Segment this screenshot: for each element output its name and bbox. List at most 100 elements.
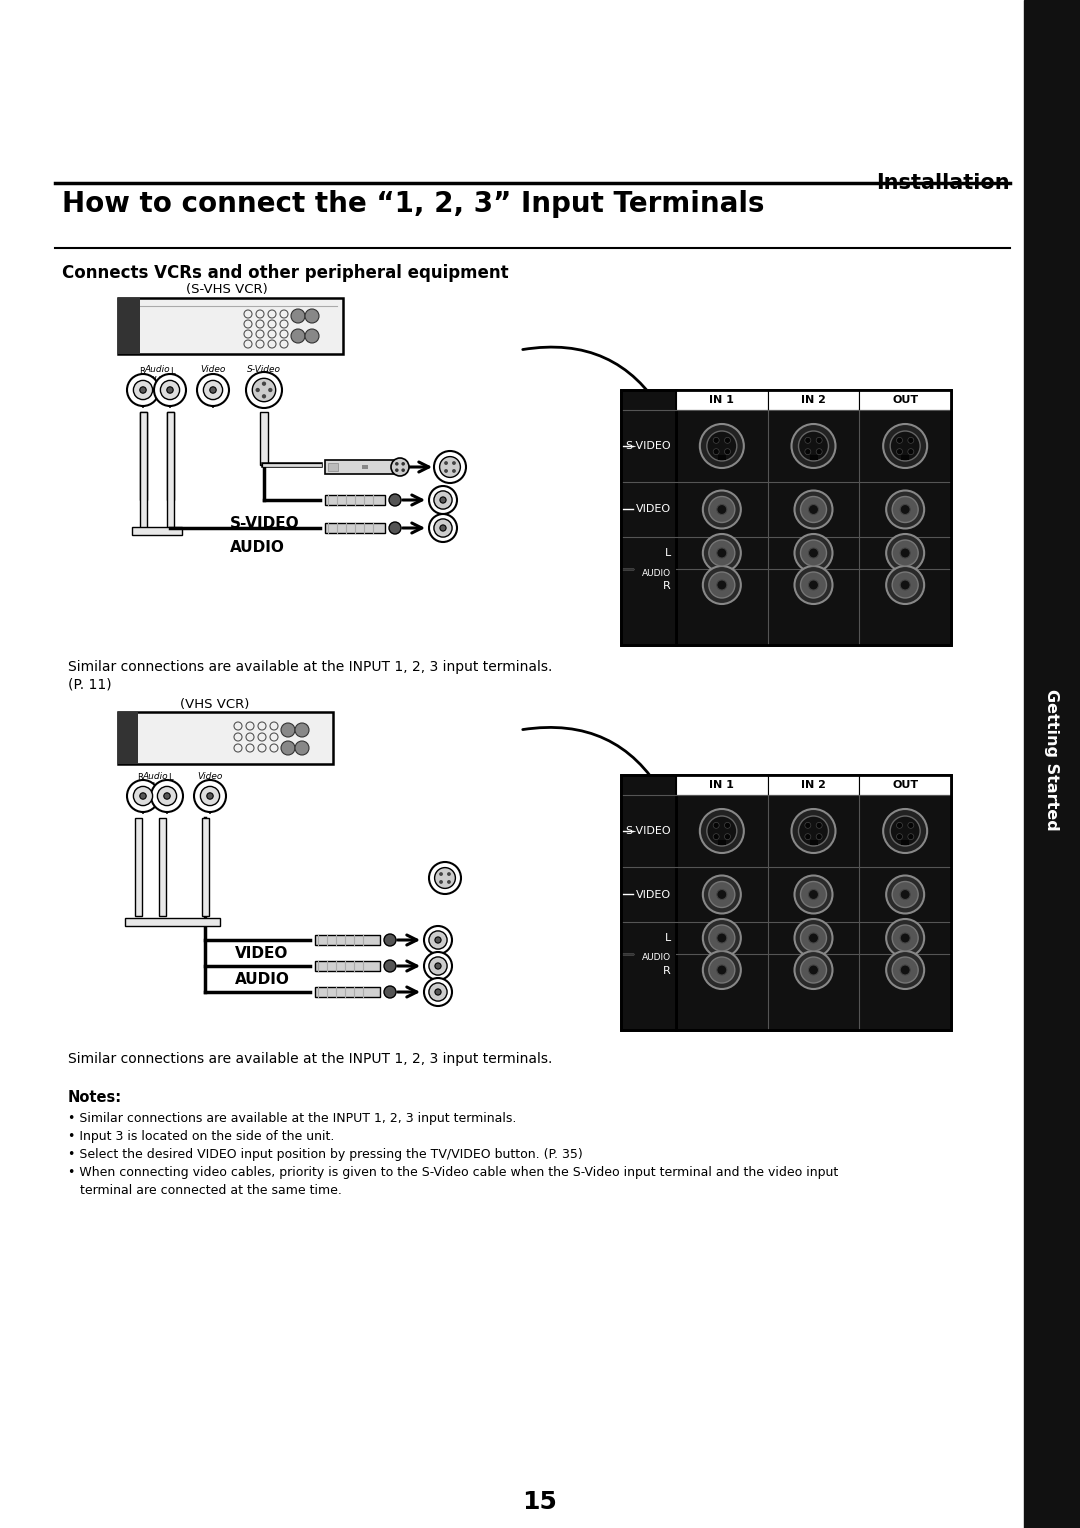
Circle shape (134, 787, 152, 805)
Bar (718, 455, 726, 460)
Circle shape (161, 380, 179, 400)
Text: L: L (665, 549, 671, 558)
Circle shape (816, 437, 822, 443)
Text: Notes:: Notes: (68, 1089, 122, 1105)
Circle shape (800, 571, 826, 597)
Circle shape (703, 533, 741, 571)
Circle shape (708, 497, 734, 523)
Text: OUT: OUT (147, 376, 166, 385)
Circle shape (890, 816, 920, 847)
Bar (768, 775, 860, 795)
Bar (676, 390, 951, 645)
Circle shape (261, 394, 266, 399)
Text: • When connecting video cables, priority is given to the S-Video cable when the : • When connecting video cables, priority… (68, 1166, 838, 1180)
Circle shape (700, 808, 744, 853)
Circle shape (805, 449, 811, 455)
Circle shape (166, 387, 173, 393)
Circle shape (291, 309, 305, 322)
Bar (676, 775, 951, 1030)
Text: IN 2: IN 2 (801, 396, 826, 405)
Circle shape (246, 371, 282, 408)
Circle shape (444, 469, 448, 472)
Circle shape (389, 523, 401, 533)
Circle shape (434, 490, 453, 509)
Circle shape (395, 469, 399, 472)
Bar (118, 298, 343, 354)
Circle shape (295, 741, 309, 755)
Bar (621, 775, 951, 1030)
Text: IN 1: IN 1 (710, 779, 734, 790)
Text: Video: Video (198, 772, 222, 781)
Circle shape (795, 490, 833, 529)
Circle shape (435, 963, 441, 969)
Bar (768, 390, 860, 410)
Circle shape (706, 431, 737, 461)
Circle shape (435, 937, 441, 943)
Circle shape (883, 808, 927, 853)
Circle shape (440, 497, 446, 503)
Text: OUT: OUT (203, 376, 222, 385)
Circle shape (139, 793, 146, 799)
Circle shape (703, 490, 741, 529)
Bar (718, 840, 726, 845)
Circle shape (717, 889, 727, 900)
Circle shape (434, 451, 465, 483)
Circle shape (708, 571, 734, 597)
Circle shape (717, 504, 727, 515)
Circle shape (708, 539, 734, 565)
Text: S-VIDEO: S-VIDEO (625, 442, 671, 451)
Circle shape (809, 549, 819, 558)
Circle shape (429, 957, 447, 975)
Circle shape (391, 458, 409, 477)
Circle shape (440, 880, 443, 883)
Text: VIDEO: VIDEO (636, 504, 671, 515)
Circle shape (887, 565, 924, 604)
Circle shape (305, 329, 319, 342)
Bar (362, 465, 368, 469)
Circle shape (892, 924, 918, 950)
Bar (901, 455, 909, 460)
Circle shape (429, 931, 447, 949)
Circle shape (384, 986, 396, 998)
Circle shape (795, 918, 833, 957)
Bar (810, 840, 818, 845)
Text: VIDEO: VIDEO (636, 889, 671, 900)
Circle shape (444, 461, 448, 465)
Bar (118, 298, 140, 354)
Bar (118, 712, 138, 764)
Circle shape (887, 950, 924, 989)
Circle shape (805, 834, 811, 840)
Text: IN 2: IN 2 (801, 779, 826, 790)
Bar (1024, 0, 1080, 1528)
Text: AUDIO: AUDIO (642, 568, 671, 578)
Text: OUT: OUT (201, 782, 219, 792)
Circle shape (713, 834, 719, 840)
Circle shape (713, 822, 719, 828)
Circle shape (447, 880, 450, 883)
Circle shape (717, 934, 727, 943)
Circle shape (434, 868, 456, 888)
Circle shape (201, 787, 219, 805)
Circle shape (424, 952, 453, 979)
Circle shape (798, 431, 828, 461)
Circle shape (809, 581, 819, 590)
Bar (315, 935, 380, 944)
Circle shape (717, 966, 727, 975)
Circle shape (203, 380, 222, 400)
Circle shape (795, 565, 833, 604)
Circle shape (800, 957, 826, 983)
Text: • Similar connections are available at the INPUT 1, 2, 3 input terminals.: • Similar connections are available at t… (68, 1112, 516, 1125)
Text: Similar connections are available at the INPUT 1, 2, 3 input terminals.: Similar connections are available at the… (68, 1051, 552, 1067)
Circle shape (896, 822, 903, 828)
Circle shape (402, 461, 405, 466)
Circle shape (197, 374, 229, 406)
Circle shape (440, 526, 446, 532)
Circle shape (887, 876, 924, 914)
Circle shape (892, 882, 918, 908)
Circle shape (900, 504, 910, 515)
FancyArrowPatch shape (523, 347, 663, 413)
Circle shape (816, 822, 822, 828)
Circle shape (708, 924, 734, 950)
Text: terminal are connected at the same time.: terminal are connected at the same time. (68, 1184, 342, 1196)
Circle shape (402, 469, 405, 472)
